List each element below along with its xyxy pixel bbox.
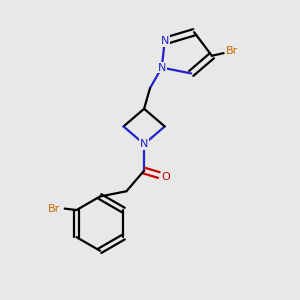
Text: O: O	[162, 172, 171, 182]
Text: N: N	[140, 139, 148, 149]
Text: Br: Br	[226, 46, 238, 56]
Text: Br: Br	[48, 204, 61, 214]
Text: N: N	[158, 63, 166, 73]
Text: N: N	[160, 36, 169, 46]
